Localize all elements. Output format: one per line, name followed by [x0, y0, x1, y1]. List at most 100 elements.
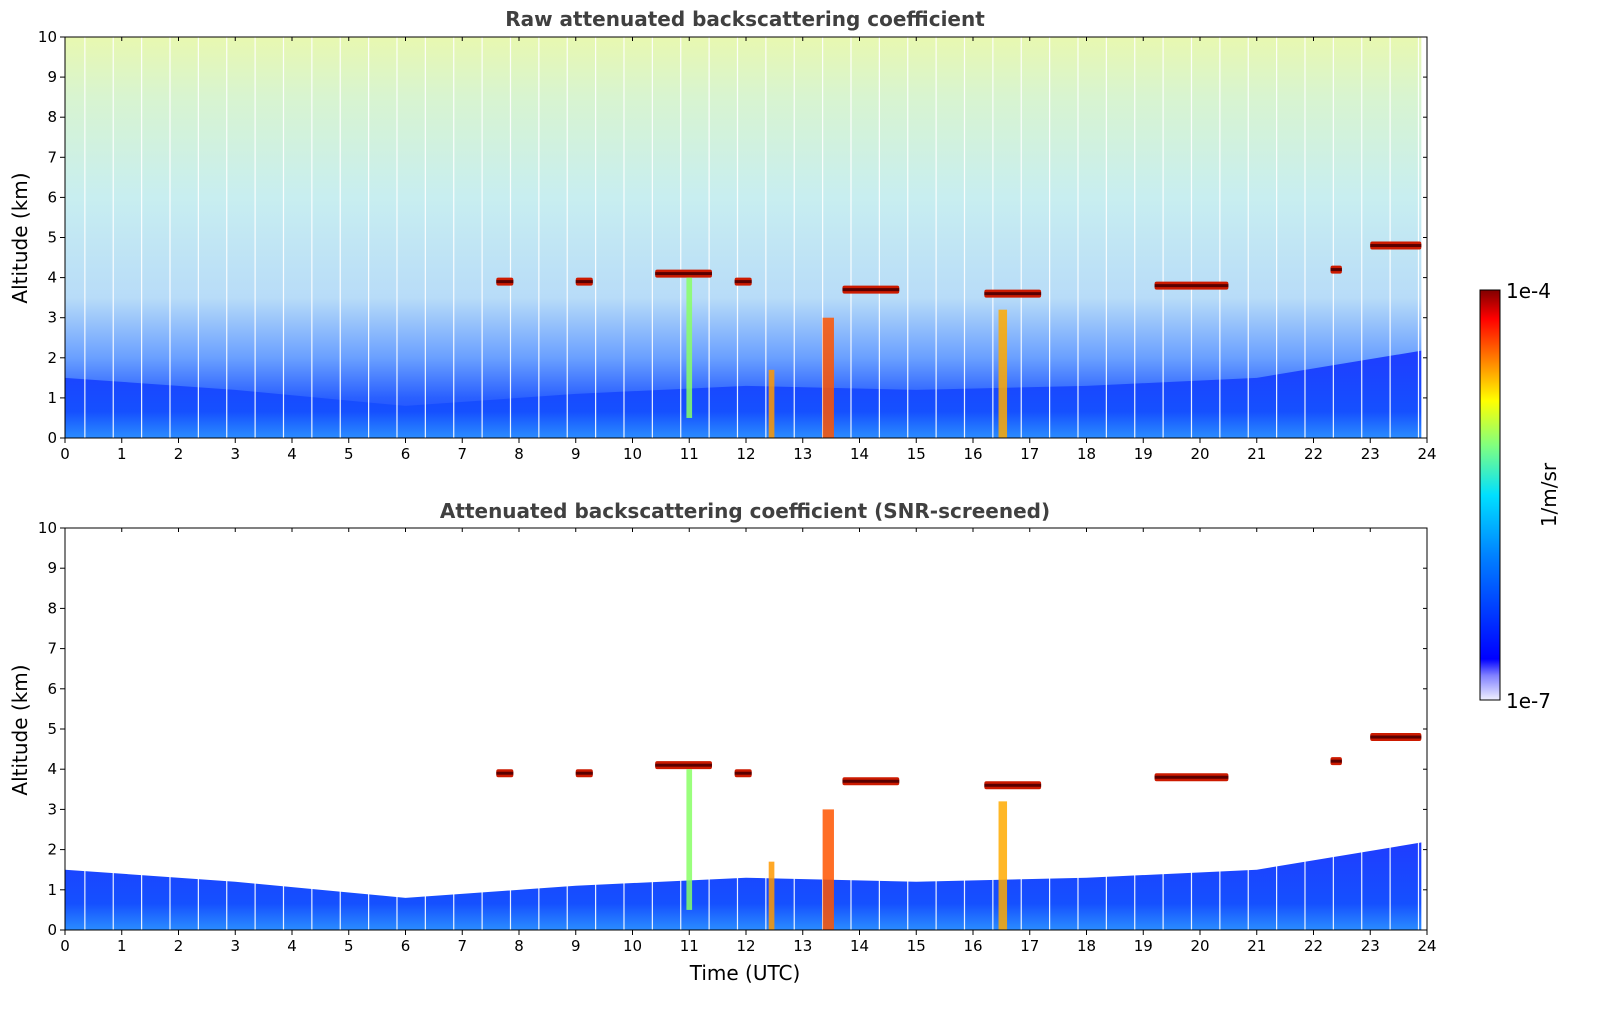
x-tick-label: 15 — [907, 445, 926, 463]
x-tick-label: 3 — [230, 445, 240, 463]
x-tick-label: 17 — [1020, 445, 1039, 463]
snr-boundary-layer — [65, 841, 1427, 930]
x-tick-label: 5 — [344, 445, 354, 463]
x-tick-label: 1 — [117, 937, 127, 955]
raw-panel-title: Raw attenuated backscattering coefficien… — [505, 7, 985, 31]
colorbar-unit-label: 1/m/sr — [1537, 462, 1561, 527]
x-tick-label: 20 — [1190, 937, 1209, 955]
x-tick-label: 18 — [1077, 445, 1096, 463]
raw-data-gaps — [84, 37, 1427, 438]
y-tick-label: 4 — [47, 760, 57, 778]
x-tick-label: 21 — [1247, 937, 1266, 955]
cloud-layer-core — [984, 292, 1042, 296]
y-tick-label: 6 — [47, 680, 57, 698]
x-tick-label: 11 — [680, 937, 699, 955]
x-tick-label: 6 — [401, 445, 411, 463]
x-tick-label: 12 — [736, 937, 755, 955]
colorbar: 1e-4 1e-7 1/m/sr — [1479, 279, 1561, 713]
snr-cloud-layers — [496, 733, 1422, 930]
raw-y-axis: 0 1 2 3 4 5 6 7 8 9 10 — [38, 28, 1427, 447]
x-tick-label: 8 — [514, 937, 524, 955]
x-tick-label: 10 — [623, 937, 642, 955]
fall-streak — [998, 801, 1008, 930]
y-tick-label: 1 — [47, 881, 57, 899]
cloud-layer-core — [1154, 775, 1229, 779]
x-tick-label: 9 — [571, 445, 581, 463]
fall-streak — [822, 809, 834, 930]
fall-streak — [768, 861, 775, 930]
colorbar-max-label: 1e-4 — [1506, 279, 1551, 303]
y-tick-label: 10 — [38, 28, 57, 46]
snr-y-axis-label: Altitude (km) — [8, 664, 32, 795]
x-tick-label: 9 — [571, 937, 581, 955]
y-tick-label: 4 — [47, 269, 57, 287]
x-tick-label: 7 — [457, 445, 467, 463]
x-axis-label: Time (UTC) — [689, 961, 801, 985]
snr-screened-panel: Attenuated backscattering coefficient (S… — [8, 499, 1437, 985]
x-tick-label: 17 — [1020, 937, 1039, 955]
y-tick-label: 10 — [38, 519, 57, 537]
raw-cloud-layers — [496, 241, 1422, 438]
fall-streak — [768, 369, 775, 438]
y-tick-label: 3 — [47, 309, 57, 327]
x-tick-label: 11 — [680, 445, 699, 463]
boundary-layer-region — [65, 841, 1427, 930]
cloud-layer-core — [655, 763, 712, 767]
cloud-layer-core — [575, 771, 593, 775]
x-tick-label: 8 — [514, 445, 524, 463]
x-tick-label: 23 — [1361, 937, 1380, 955]
x-tick-label: 20 — [1190, 445, 1209, 463]
y-tick-label: 5 — [47, 229, 57, 247]
y-tick-label: 7 — [47, 148, 57, 166]
x-tick-label: 19 — [1134, 445, 1153, 463]
x-tick-label: 0 — [60, 445, 70, 463]
y-tick-label: 0 — [47, 921, 57, 939]
raw-backscatter-panel: Raw attenuated backscattering coefficien… — [8, 7, 1437, 463]
cloud-layer-core — [1370, 244, 1422, 248]
y-tick-label: 8 — [47, 599, 57, 617]
boundary-layer-region — [65, 349, 1427, 438]
x-tick-label: 16 — [963, 937, 982, 955]
fall-streak — [686, 769, 693, 910]
colorbar-min-label: 1e-7 — [1506, 689, 1551, 713]
x-tick-label: 21 — [1247, 445, 1266, 463]
x-tick-label: 1 — [117, 445, 127, 463]
x-tick-label: 7 — [457, 937, 467, 955]
x-tick-label: 0 — [60, 937, 70, 955]
cloud-layer-core — [575, 280, 593, 284]
colorbar-gradient — [1479, 289, 1501, 701]
x-tick-label: 13 — [793, 445, 812, 463]
y-tick-label: 5 — [47, 720, 57, 738]
cloud-layer-core — [1330, 268, 1342, 272]
cloud-layer-core — [1330, 759, 1342, 763]
cloud-layer-core — [496, 280, 514, 284]
x-tick-label: 2 — [174, 937, 184, 955]
cloud-layer-core — [655, 272, 712, 276]
y-tick-label: 2 — [47, 349, 57, 367]
raw-noise-field — [65, 37, 1427, 438]
y-tick-label: 7 — [47, 640, 57, 658]
snr-panel-title: Attenuated backscattering coefficient (S… — [440, 499, 1050, 523]
x-tick-label: 5 — [344, 937, 354, 955]
y-tick-label: 1 — [47, 389, 57, 407]
x-tick-label: 12 — [736, 445, 755, 463]
cloud-layer-core — [1370, 735, 1422, 739]
x-tick-label: 24 — [1417, 445, 1436, 463]
cloud-layer-core — [1154, 284, 1229, 288]
x-tick-label: 23 — [1361, 445, 1380, 463]
cloud-layer-core — [734, 280, 752, 284]
snr-y-axis: 0 1 2 3 4 5 6 7 8 9 10 — [38, 519, 1427, 939]
x-tick-label: 16 — [963, 445, 982, 463]
raw-x-axis: 0 1 2 3 4 5 6 7 8 9 10 11 12 13 14 15 16 17 18 19 20 21 22 23 24 — [60, 37, 1437, 463]
raw-y-axis-label: Altitude (km) — [8, 172, 32, 303]
cloud-layer-core — [984, 783, 1042, 787]
cloud-layer-core — [842, 288, 900, 292]
x-tick-label: 15 — [907, 937, 926, 955]
snr-x-axis: 0 1 2 3 4 5 6 7 8 9 10 11 12 13 14 15 16 17 18 19 20 21 22 23 24 — [60, 528, 1437, 955]
x-tick-label: 18 — [1077, 937, 1096, 955]
raw-boundary-layer — [65, 349, 1427, 438]
y-tick-label: 8 — [47, 108, 57, 126]
fall-streak — [998, 309, 1008, 438]
x-tick-label: 22 — [1304, 445, 1323, 463]
x-tick-label: 3 — [230, 937, 240, 955]
